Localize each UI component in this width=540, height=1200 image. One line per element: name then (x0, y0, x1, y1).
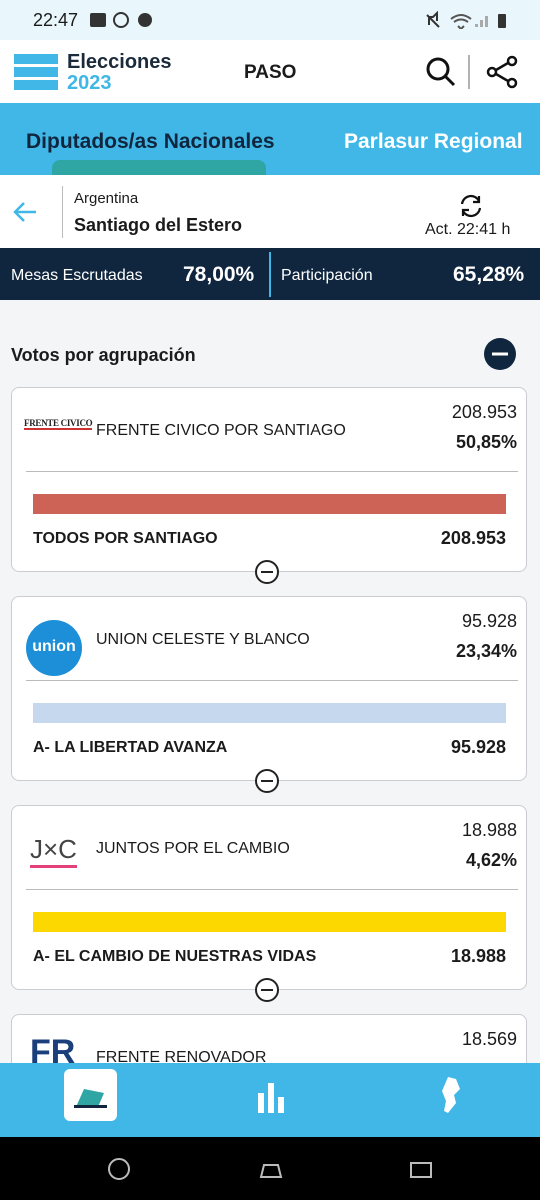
party-percent: 50,85% (455, 432, 517, 452)
nav-item[interactable] (256, 1081, 286, 1113)
status-bar: 22:47 (0, 0, 540, 40)
stat-label: Mesas Escrutadas (11, 267, 143, 284)
stat-value: 78,00% (183, 263, 255, 286)
list-name: TODOS POR SANTIAGO (33, 530, 218, 547)
divider (26, 889, 518, 890)
district: Santiago del Estero (74, 215, 243, 235)
party-name: FRENTE CIVICO POR SANTIAGO (96, 422, 346, 439)
refresh-icon[interactable] (458, 194, 484, 218)
divider (26, 680, 518, 681)
bottom-nav (0, 1063, 540, 1137)
party-name: UNION CELESTE Y BLANCO (96, 631, 310, 648)
minus (261, 780, 273, 782)
brand-title: Elecciones (67, 51, 172, 73)
party-name: FRENTE RENOVADOR (96, 1049, 267, 1063)
divider (269, 252, 271, 297)
party-percent: 4,62% (465, 850, 517, 870)
nav-item[interactable] (440, 1075, 462, 1115)
list-bar (33, 703, 506, 723)
party-logo: J×C (30, 834, 77, 868)
location-bar: Argentina Santiago del Estero Act. 22:41… (0, 175, 540, 248)
minus (261, 571, 273, 573)
minus (261, 989, 273, 991)
list-bar (33, 912, 506, 932)
party-votes: 18.988 (461, 820, 517, 840)
list-name: A- EL CAMBIO DE NUESTRAS VIDAS (33, 948, 317, 965)
stat-label: Participación (281, 267, 373, 284)
list-votes: 208.953 (440, 528, 506, 548)
nav-item-active[interactable] (64, 1069, 117, 1121)
expand-button[interactable] (255, 560, 279, 584)
system-nav (0, 1137, 540, 1200)
header-actions[interactable] (424, 55, 519, 89)
notification-icons (90, 12, 152, 28)
tab[interactable]: Parlasur Regional (344, 130, 523, 153)
stat-value: 65,28% (453, 263, 525, 286)
time: 22:47 (33, 10, 79, 30)
party-card: union UNION CELESTE Y BLANCO 95.928 23,34% A… (11, 596, 527, 781)
list-bar (33, 494, 506, 514)
party-card: J×C JUNTOS POR EL CAMBIO 18.988 4,62% A- EL … (11, 805, 527, 990)
party-card: FR FRENTE RENOVADOR 18.569 (11, 1014, 527, 1063)
back-button[interactable] (12, 201, 38, 223)
divider (26, 471, 518, 472)
country: Argentina (74, 190, 139, 207)
party-card: FRENTE CIVICO FRENTE CIVICO POR SANTIAGO 2… (11, 387, 527, 572)
party-name: JUNTOS POR EL CAMBIO (96, 840, 290, 857)
party-logo: FRENTE CIVICO (24, 418, 93, 430)
party-logo: union (26, 620, 82, 676)
system-buttons[interactable] (105, 1157, 445, 1181)
brand-year: 2023 (67, 72, 112, 94)
section-title: PASO (244, 62, 297, 83)
party-votes: 95.928 (461, 611, 517, 631)
expand-button[interactable] (255, 978, 279, 1002)
party-logo: FR (30, 1033, 76, 1063)
tab[interactable]: Diputados/as Nacionales (26, 130, 275, 153)
collapse-button[interactable] (484, 338, 516, 370)
tab-bar: Diputados/as Nacionales Parlasur Regiona… (0, 103, 540, 175)
app-header: Elecciones 2023 PASO (0, 40, 540, 103)
party-votes: 208.953 (451, 402, 517, 422)
list-votes: 18.988 (450, 946, 506, 966)
divider (62, 186, 63, 238)
expand-button[interactable] (255, 769, 279, 793)
update-time: Act. 22:41 h (425, 221, 511, 238)
results-list: Votos por agrupación FRENTE CIVICO FRENTE… (0, 300, 540, 1063)
tab-indicator (52, 160, 266, 175)
brand-flag (14, 54, 58, 90)
list-name: A- LA LIBERTAD AVANZA (33, 739, 228, 756)
system-icons (426, 11, 506, 29)
stats-bar: Mesas Escrutadas 78,00% Participación 65… (0, 248, 540, 300)
party-percent: 23,34% (455, 641, 517, 661)
party-votes: 18.569 (461, 1029, 517, 1049)
section-title: Votos por agrupación (11, 345, 196, 365)
list-votes: 95.928 (450, 737, 506, 757)
